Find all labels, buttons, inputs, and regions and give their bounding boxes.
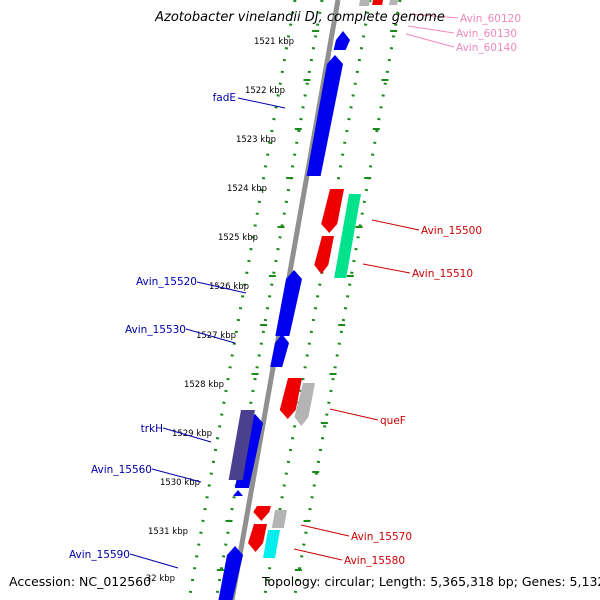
gene-labels: fadE Avin_15520 Avin_15530 trkH Avin_15560 Av… bbox=[69, 13, 521, 569]
leader-line bbox=[293, 548, 343, 561]
gene-label: Avin_15500 bbox=[421, 225, 482, 237]
leader-line bbox=[151, 468, 202, 483]
scale-label: 1527 kbp bbox=[196, 331, 236, 341]
leader-line bbox=[162, 427, 212, 443]
gene-label: Avin_60120 bbox=[460, 13, 521, 25]
gene-label: fadE bbox=[213, 92, 236, 104]
leader-line bbox=[407, 25, 455, 34]
scale-label: 1525 kbp bbox=[218, 233, 258, 243]
scale-label: 1523 kbp bbox=[236, 135, 276, 145]
scale-label: 1529 kbp bbox=[172, 429, 212, 439]
gene-label: Avin_15510 bbox=[412, 268, 473, 280]
leader-line bbox=[409, 13, 459, 19]
scale-labels: 1521 kbp 1522 kbp 1523 kbp 1524 kbp 1525 kbp… bbox=[146, 37, 294, 584]
leader-line bbox=[300, 524, 350, 537]
gene-arrow bbox=[271, 510, 287, 528]
topology-text: Topology: circular; Length: 5,365,318 bp… bbox=[262, 574, 600, 589]
gene-label: Avin_60130 bbox=[456, 28, 517, 40]
scale-label: 1524 kbp bbox=[227, 184, 267, 194]
gene-arrow bbox=[218, 546, 243, 600]
scale-label: 32 kbp bbox=[146, 574, 175, 584]
leader-line bbox=[129, 553, 179, 569]
genes bbox=[218, 0, 398, 600]
gene-arrow bbox=[372, 0, 383, 5]
leader-line bbox=[196, 281, 247, 294]
gene-arrow bbox=[389, 0, 398, 5]
leader-line bbox=[185, 328, 236, 344]
map-title: Azotobacter vinelandii DJ, complete geno… bbox=[155, 10, 445, 25]
scale-label: 1528 kbp bbox=[184, 380, 224, 390]
tick-dot-line bbox=[292, 0, 402, 600]
gene-arrow bbox=[279, 378, 302, 419]
gene-arrow bbox=[253, 506, 271, 521]
leader-line bbox=[405, 33, 455, 48]
gene-label: trkH bbox=[141, 423, 163, 435]
gene-arrow bbox=[275, 270, 302, 336]
gene-arrow bbox=[270, 334, 289, 367]
gene-arrow bbox=[333, 31, 350, 50]
gene-label: Avin_15590 bbox=[69, 549, 130, 561]
scale-label: 1521 kbp bbox=[254, 37, 294, 47]
leader-line bbox=[371, 219, 420, 231]
gene-label: Avin_15530 bbox=[125, 324, 186, 336]
gene-label: Avin_60140 bbox=[456, 42, 517, 54]
gene-arrow bbox=[358, 0, 370, 6]
gene-label: Avin_15570 bbox=[351, 531, 412, 543]
gene-arrow bbox=[314, 236, 334, 274]
scale-label: 1526 kbp bbox=[209, 282, 249, 292]
gene-arrow bbox=[248, 524, 267, 552]
gene-label: queF bbox=[380, 415, 406, 427]
gene-label: Avin_15560 bbox=[91, 464, 152, 476]
gene-arrow bbox=[263, 530, 280, 558]
scale-label: 1530 kbp bbox=[160, 478, 200, 488]
gene-label: Avin_15520 bbox=[136, 276, 197, 288]
gene-arrow bbox=[321, 189, 344, 233]
leader-line bbox=[329, 408, 379, 421]
scale-label: 1522 kbp bbox=[245, 86, 285, 96]
leader-line bbox=[362, 263, 411, 274]
gene-arrow bbox=[233, 490, 243, 496]
gene-arrow bbox=[306, 55, 343, 176]
gene-arrow bbox=[334, 194, 361, 278]
gene-arrow bbox=[294, 383, 315, 426]
gene-arrow bbox=[228, 410, 255, 480]
leader-line bbox=[237, 97, 286, 109]
accession-text: Accession: NC_012560 bbox=[9, 574, 152, 589]
scale-label: 1531 kbp bbox=[148, 527, 188, 537]
gene-label: Avin_15580 bbox=[344, 555, 405, 567]
